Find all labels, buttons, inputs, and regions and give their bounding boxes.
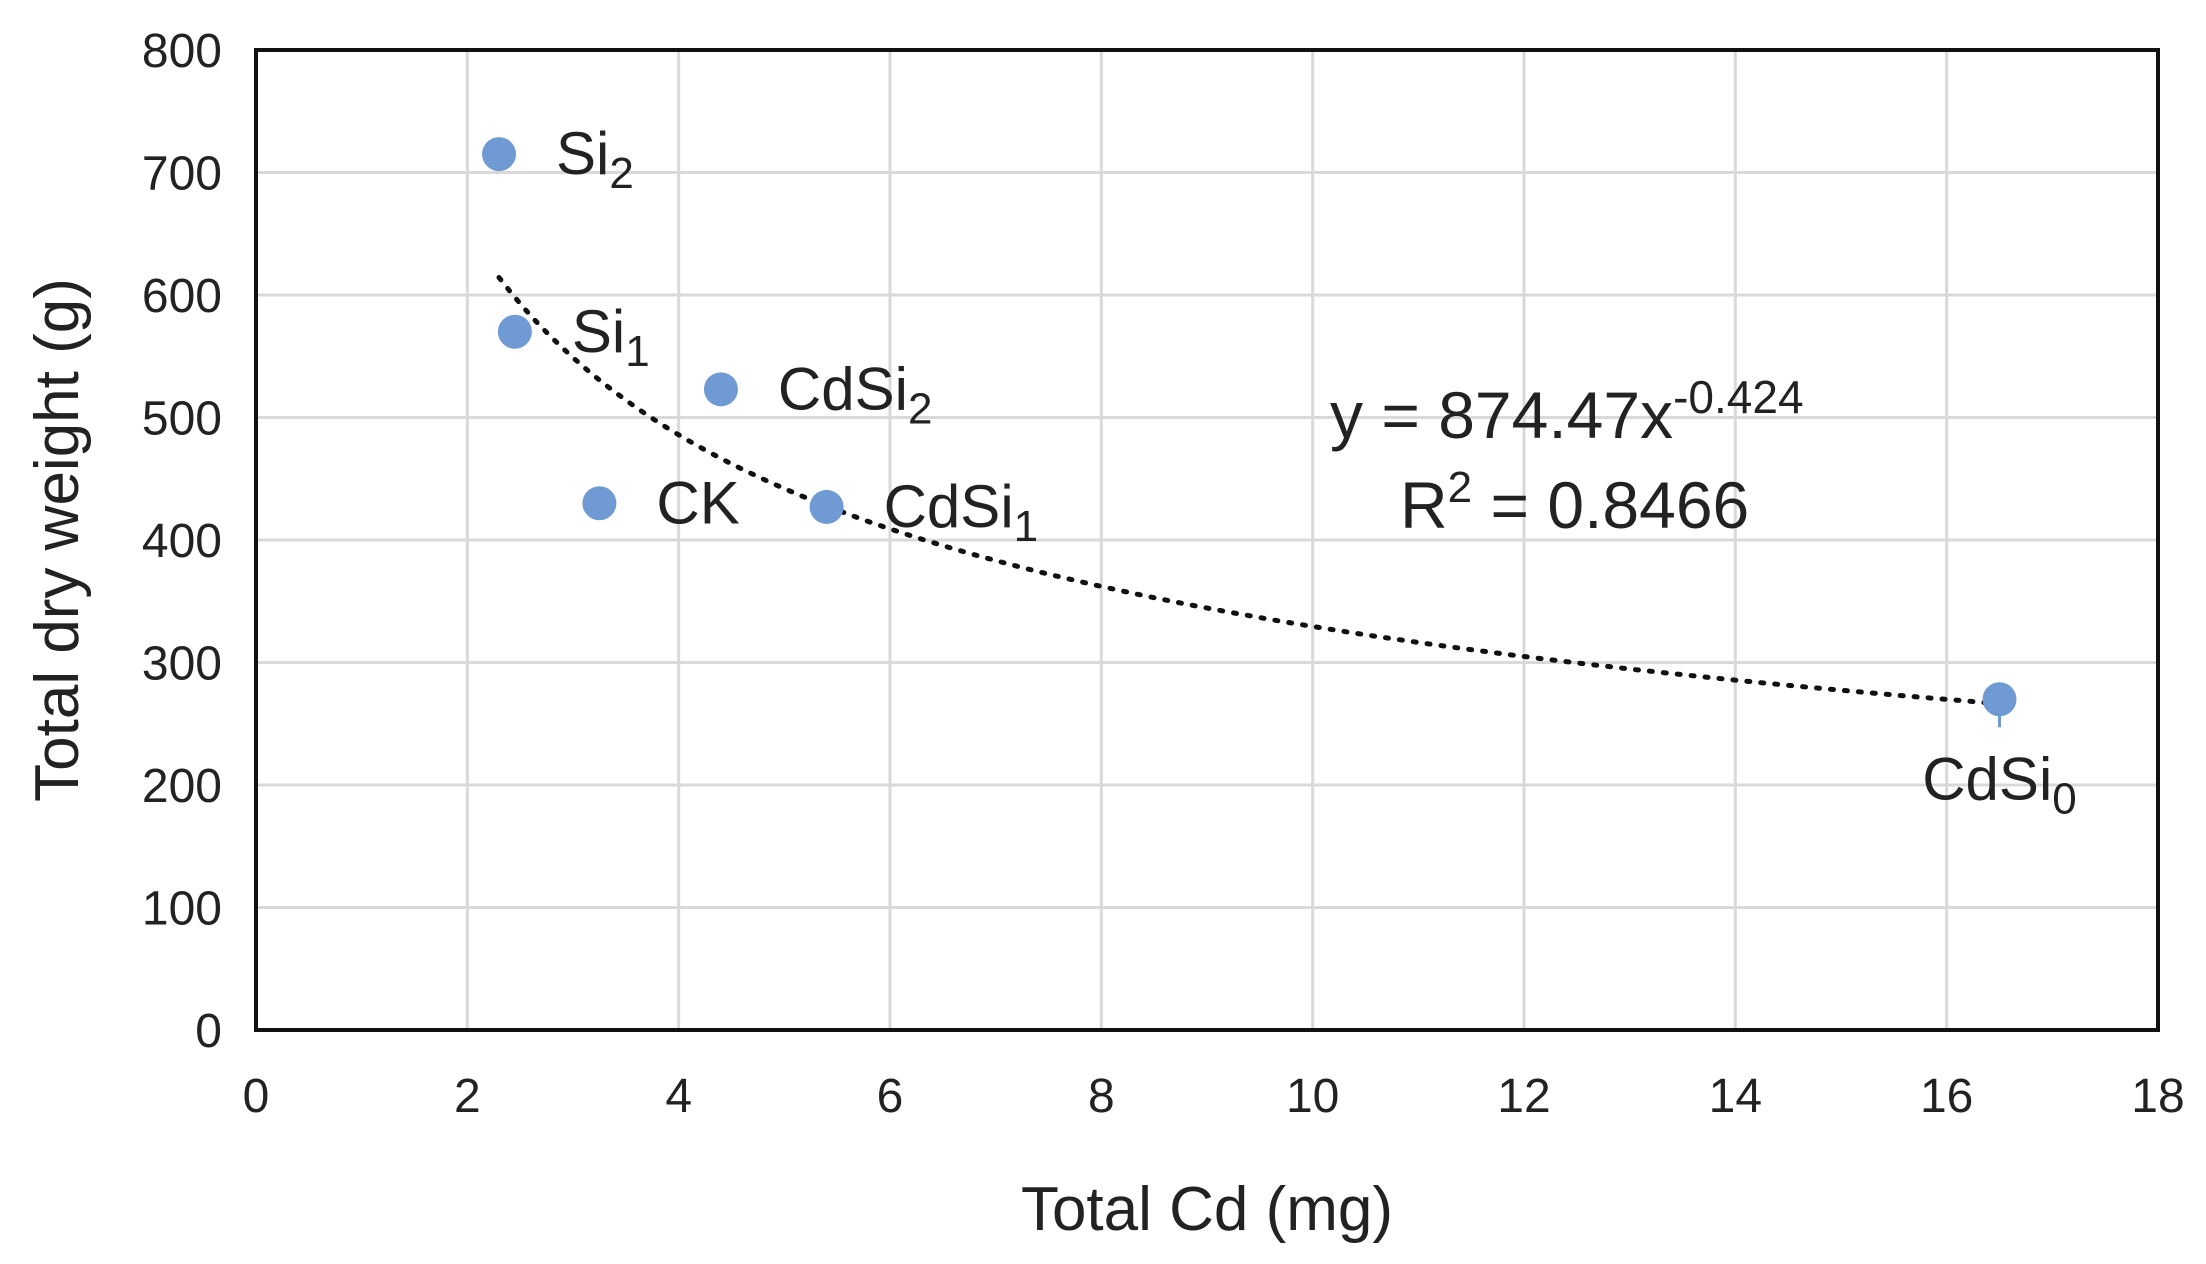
x-tick-label: 0 xyxy=(243,1070,270,1123)
data-point xyxy=(482,137,517,172)
x-tick-label: 2 xyxy=(454,1070,481,1123)
y-tick-label: 300 xyxy=(142,638,222,691)
grid-lines xyxy=(256,50,2158,1030)
data-points: Si2 Si1 CdSi2 CK CdSi1 CdSi0 xyxy=(482,120,2077,823)
x-tick-labels: 0 2 4 6 8 10 12 14 16 18 xyxy=(243,1070,2185,1123)
r2-superscript: 2 xyxy=(1448,463,1472,512)
plot-frame xyxy=(254,48,2160,1032)
x-tick-label: 10 xyxy=(1286,1070,1339,1123)
x-tick-label: 12 xyxy=(1497,1070,1550,1123)
data-point-label: CdSi1 xyxy=(884,473,1039,551)
y-tick-label: 100 xyxy=(142,883,222,936)
data-point xyxy=(703,372,738,407)
y-tick-label: 800 xyxy=(142,25,222,78)
trendline-equation: y = 874.47x-0.424 xyxy=(1330,371,1804,452)
r2-main: R xyxy=(1400,468,1448,542)
data-point xyxy=(809,489,844,524)
data-point-label: CdSi2 xyxy=(778,355,933,433)
x-tick-label: 4 xyxy=(665,1070,692,1123)
x-tick-label: 14 xyxy=(1709,1070,1762,1123)
data-point xyxy=(582,486,617,521)
y-tick-labels: 0 100 200 300 400 500 600 700 800 xyxy=(142,25,222,1058)
r-squared-label: R2 = 0.8466 xyxy=(1400,463,1749,542)
y-tick-label: 200 xyxy=(142,760,222,813)
y-axis-title: Total dry weight (g) xyxy=(23,278,92,802)
x-axis-title: Total Cd (mg) xyxy=(1021,1175,1393,1244)
y-tick-label: 700 xyxy=(142,148,222,201)
x-tick-label: 8 xyxy=(1088,1070,1115,1123)
data-point xyxy=(497,314,532,349)
y-tick-label: 500 xyxy=(142,393,222,446)
x-tick-label: 6 xyxy=(877,1070,904,1123)
data-point xyxy=(1982,682,2017,717)
data-point-label: Si2 xyxy=(556,120,634,198)
equation-exponent: -0.424 xyxy=(1673,371,1803,423)
equation-main: y = 874.47x xyxy=(1330,378,1673,452)
data-point-label: CdSi0 xyxy=(1922,745,2077,823)
y-tick-label: 600 xyxy=(142,270,222,323)
r2-value: = 0.8466 xyxy=(1472,468,1749,542)
power-trendline xyxy=(496,275,2002,707)
x-tick-label: 18 xyxy=(2131,1070,2184,1123)
data-point-label: Si1 xyxy=(572,298,650,376)
y-tick-label: 0 xyxy=(195,1005,222,1058)
data-point-label: CK xyxy=(656,469,739,536)
x-tick-label: 16 xyxy=(1920,1070,1973,1123)
y-tick-label: 400 xyxy=(142,515,222,568)
